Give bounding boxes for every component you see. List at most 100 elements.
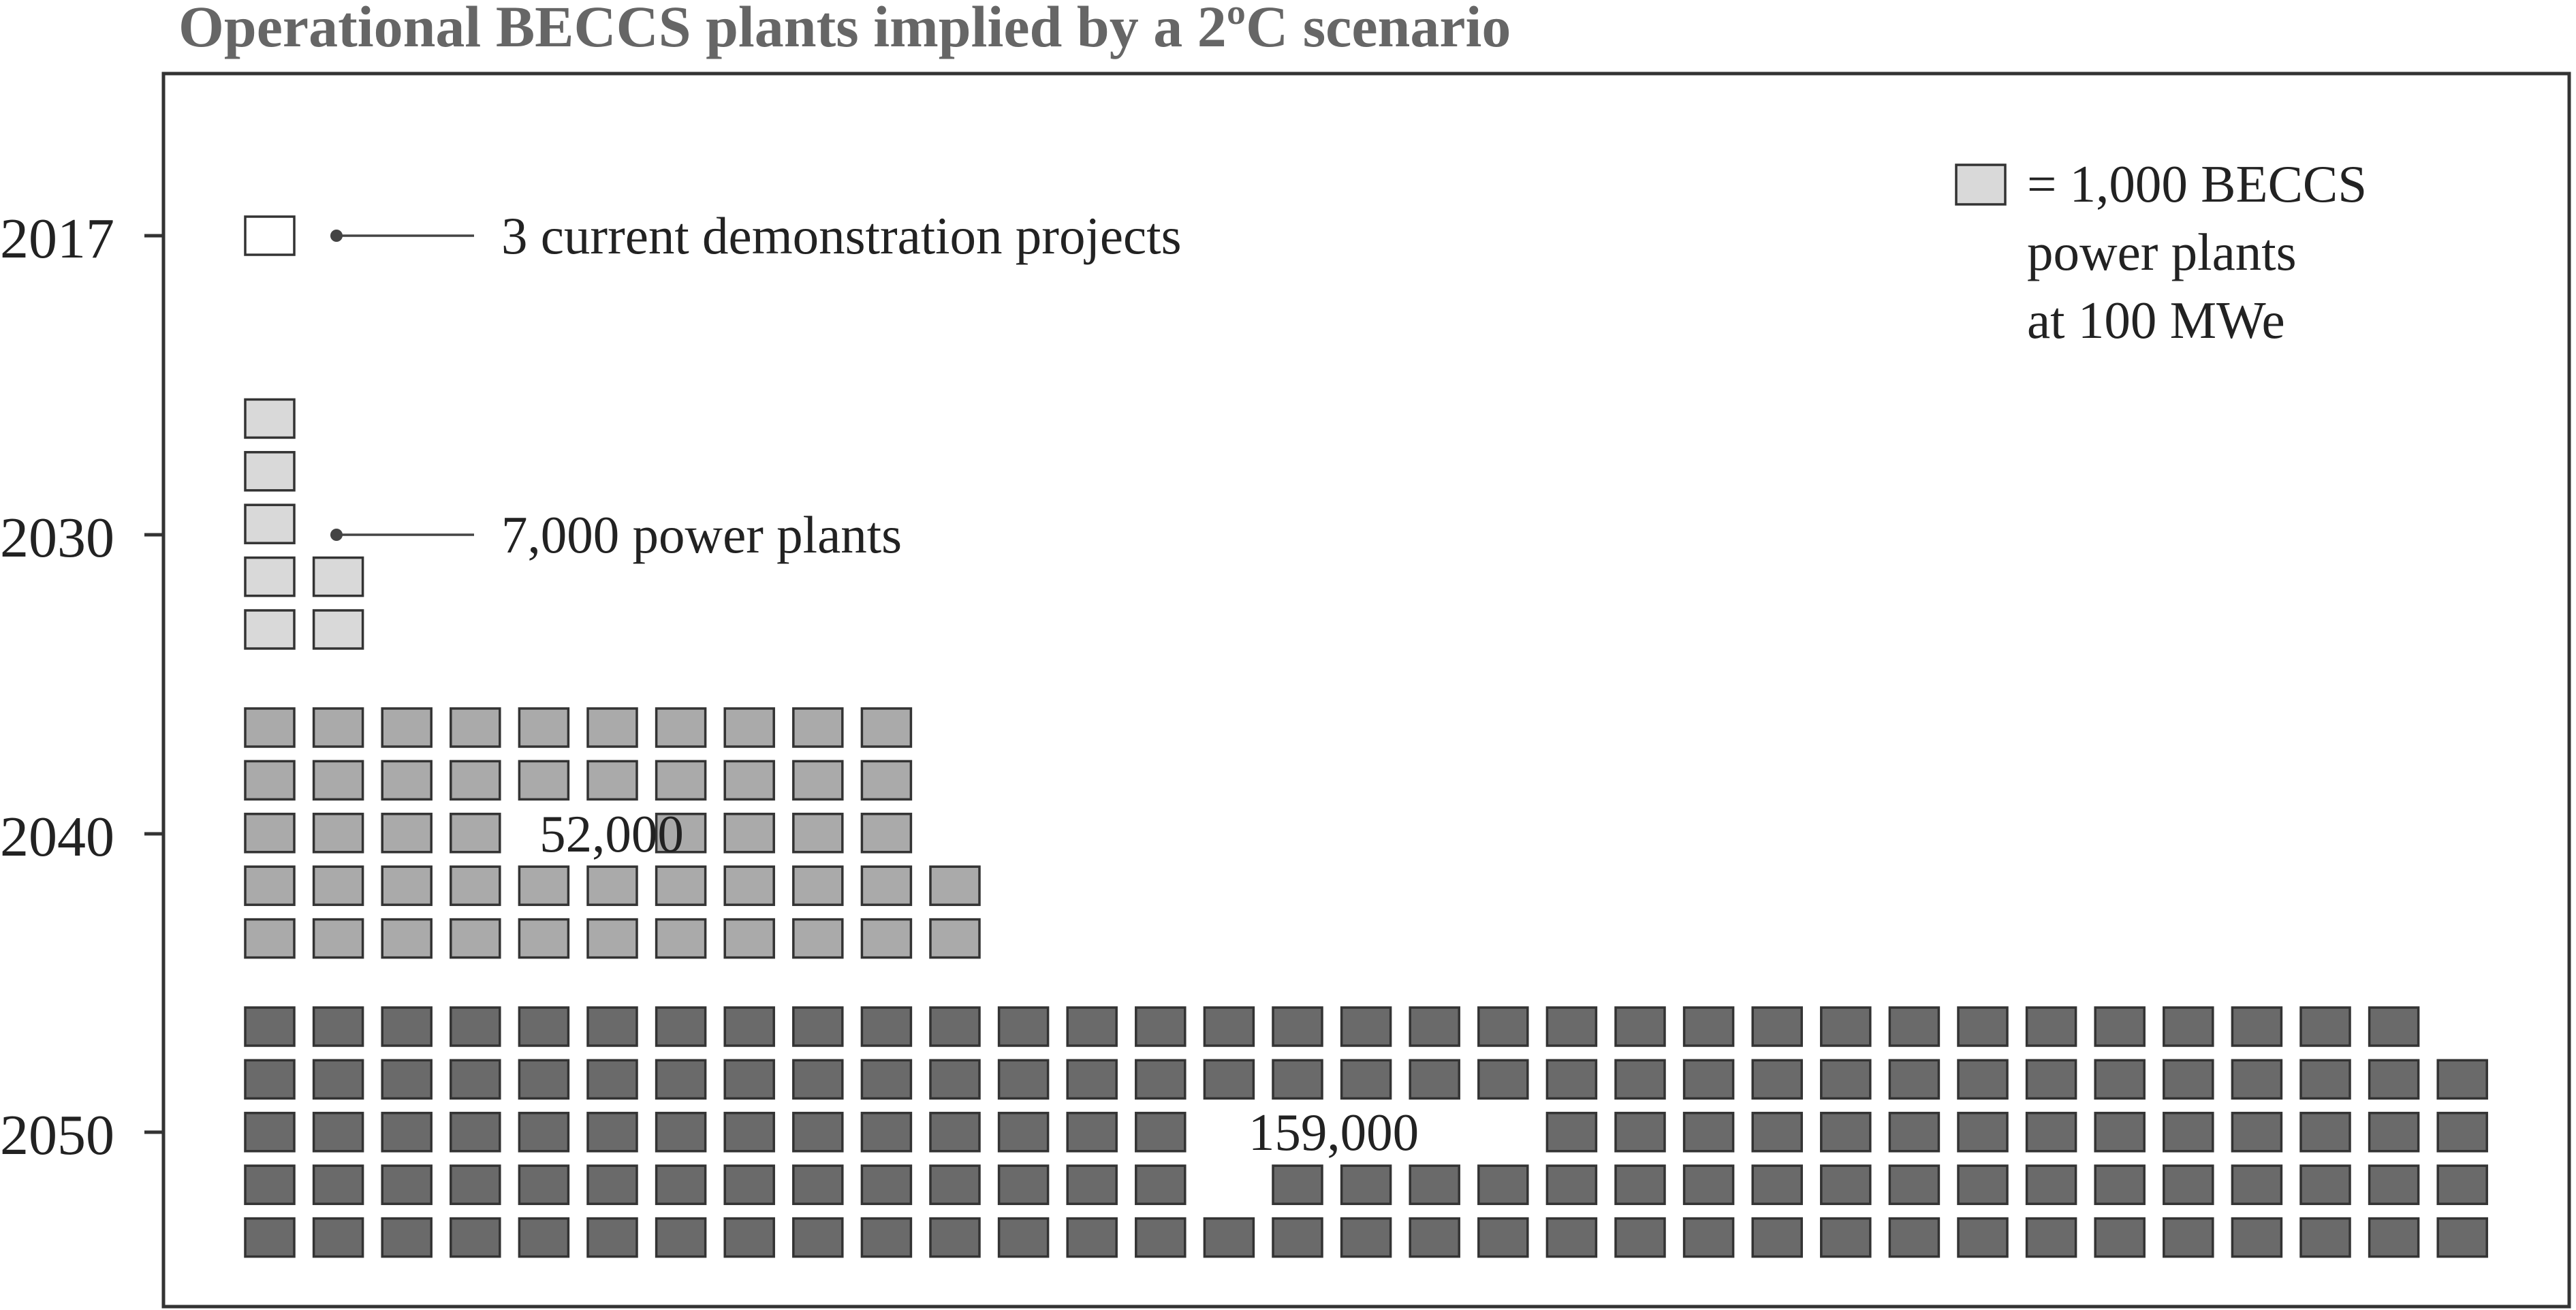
icon-2050-r1-c3	[450, 1059, 501, 1100]
icon-2050-r2-c7	[723, 1112, 775, 1153]
icon-2050-r1-c6	[655, 1059, 707, 1100]
icon-2050-r2-c22	[1751, 1112, 1803, 1153]
icon-2050-r2-c1	[312, 1112, 364, 1153]
icon-2050-r0-c19	[1545, 1006, 1598, 1047]
icon-2050-r0-c10	[929, 1006, 981, 1047]
legend: = 1,000 BECCS power plants at 100 MWe	[1955, 155, 2367, 349]
icon-2050-r4-c0	[244, 1217, 296, 1258]
icon-2040-r4-c8	[792, 918, 844, 959]
icon-2050-r1-c9	[860, 1059, 913, 1100]
icon-2040-r3-c7	[723, 865, 775, 906]
icon-2050-r0-c14	[1203, 1006, 1255, 1047]
icon-2050-r4-c25	[1957, 1217, 2009, 1258]
icon-2050-r3-c28	[2163, 1164, 2214, 1205]
icon-2040-r2-c6	[655, 813, 707, 854]
icon-2040-r2-c7	[723, 813, 775, 854]
icon-2050-r4-c28	[2163, 1217, 2214, 1258]
icon-2050-r0-c7	[723, 1006, 775, 1047]
icon-2050-r2-c6	[655, 1112, 707, 1153]
icon-2050-r2-c20	[1614, 1112, 1666, 1153]
icon-2050-r4-c27	[2094, 1217, 2146, 1258]
icon-2040-r1-c0	[244, 760, 296, 801]
icon-2050-r2-c4	[518, 1112, 570, 1153]
icon-2050-r3-c13	[1135, 1164, 1187, 1205]
icon-2050-r0-c3	[450, 1006, 501, 1047]
y-tick-label-2017: 2017	[0, 207, 114, 270]
icon-2050-r2-c9	[860, 1112, 913, 1153]
icon-2050-r4-c3	[450, 1217, 501, 1258]
icons-2040	[244, 707, 981, 959]
icon-2040-r1-c8	[792, 760, 844, 801]
icon-2040-r2-c8	[792, 813, 844, 854]
icon-2030-c0-2	[244, 503, 296, 544]
icon-2050-r3-c32	[2436, 1164, 2488, 1205]
icon-2050-r0-c16	[1340, 1006, 1392, 1047]
icon-2050-r3-c10	[929, 1164, 981, 1205]
icon-2050-r0-c28	[2163, 1006, 2214, 1047]
icon-2050-r0-c27	[2094, 1006, 2146, 1047]
icon-2050-r1-c18	[1477, 1059, 1529, 1100]
icon-2050-r2-c30	[2299, 1112, 2351, 1153]
icon-2050-r0-c13	[1135, 1006, 1187, 1047]
icon-2040-r0-c2	[381, 707, 433, 748]
icon-2050-r1-c21	[1682, 1059, 1735, 1100]
icon-2040-r2-c3	[450, 813, 501, 854]
icon-2050-r1-c10	[929, 1059, 981, 1100]
annotation-2017-text: 3 current demonstration projects	[501, 206, 1182, 265]
icon-2050-r2-c26	[2025, 1112, 2077, 1153]
icon-2050-r3-c2	[381, 1164, 433, 1205]
icon-2050-r1-c31	[2368, 1059, 2420, 1100]
icon-2050-r0-c0	[244, 1006, 296, 1047]
icon-2050-r0-c21	[1682, 1006, 1735, 1047]
icon-2040-r1-c4	[518, 760, 570, 801]
icon-2050-r1-c32	[2436, 1059, 2488, 1100]
icon-2050-r4-c11	[997, 1217, 1050, 1258]
icon-2050-r4-c1	[312, 1217, 364, 1258]
icons-2050	[244, 1006, 2488, 1258]
icon-2040-r3-c4	[518, 865, 570, 906]
icon-2050-r4-c18	[1477, 1217, 1529, 1258]
icon-2040-r0-c5	[586, 707, 638, 748]
icon-2050-r0-c31	[2368, 1006, 2420, 1047]
icon-2050-r0-c23	[1820, 1006, 1872, 1047]
icon-2050-r0-c6	[655, 1006, 707, 1047]
icon-2040-r2-c0	[244, 813, 296, 854]
icon-2040-r3-c3	[450, 865, 501, 906]
icon-2050-r4-c29	[2231, 1217, 2283, 1258]
icon-2050-r1-c8	[792, 1059, 844, 1100]
icon-2050-r1-c26	[2025, 1059, 2077, 1100]
icon-2050-r0-c25	[1957, 1006, 2009, 1047]
icon-2050-r3-c6	[655, 1164, 707, 1205]
icon-2050-r4-c13	[1135, 1217, 1187, 1258]
icon-2050-r4-c10	[929, 1217, 981, 1258]
icon-2050-r2-c2	[381, 1112, 433, 1153]
icon-2040-r3-c6	[655, 865, 707, 906]
icon-2050-r4-c16	[1340, 1217, 1392, 1258]
icon-2040-r4-c2	[381, 918, 433, 959]
icon-2050-r4-c31	[2368, 1217, 2420, 1258]
icon-2050-r1-c4	[518, 1059, 570, 1100]
icon-2050-r3-c1	[312, 1164, 364, 1205]
icon-2050-r1-c12	[1066, 1059, 1118, 1100]
icon-2040-r4-c6	[655, 918, 707, 959]
icon-2050-r1-c2	[381, 1059, 433, 1100]
icon-2050-r3-c0	[244, 1164, 296, 1205]
value-label-2050: 159,000	[1248, 1103, 1419, 1161]
icon-2050-r2-c21	[1682, 1112, 1735, 1153]
icon-2040-r1-c6	[655, 760, 707, 801]
icon-2030-c0-0	[244, 609, 296, 650]
icon-2050-r3-c27	[2094, 1164, 2146, 1205]
icon-2050-r0-c17	[1409, 1006, 1460, 1047]
legend-swatch	[1955, 163, 2007, 206]
icon-2050-r4-c17	[1409, 1217, 1460, 1258]
icon-2030-c1-1	[312, 556, 364, 597]
icon-2017-0	[244, 215, 296, 256]
icon-2040-r3-c10	[929, 865, 981, 906]
icon-2050-r4-c2	[381, 1217, 433, 1258]
icon-2050-r3-c23	[1820, 1164, 1872, 1205]
icon-2050-r2-c19	[1545, 1112, 1598, 1153]
icon-2050-r0-c2	[381, 1006, 433, 1047]
icon-2050-r1-c11	[997, 1059, 1050, 1100]
icon-2050-r4-c24	[1888, 1217, 1941, 1258]
icon-2040-r3-c9	[860, 865, 913, 906]
